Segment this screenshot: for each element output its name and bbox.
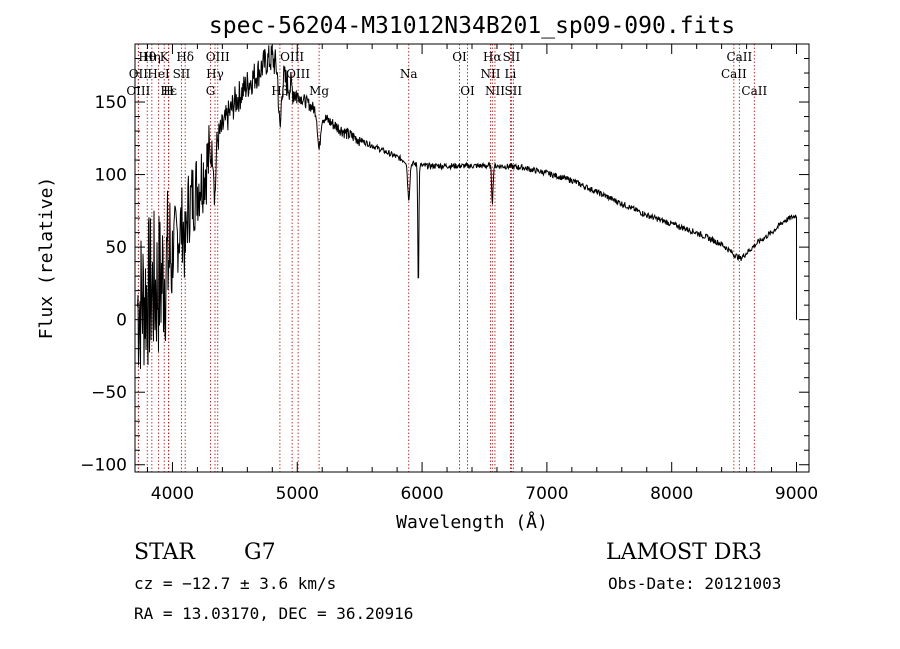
spectral-line-label: Li [505, 67, 517, 81]
emission-lines-layer [137, 44, 755, 472]
star-class: STAR [134, 540, 195, 565]
spectral-line-label: NII [480, 67, 500, 81]
x-axis-label: Wavelength (Å) [396, 511, 548, 533]
plot-frame [134, 43, 810, 473]
x-tick-label: 4000 [151, 484, 194, 504]
obs-date: Obs-Date: 20121003 [608, 574, 782, 593]
x-tick-label: 8000 [650, 484, 693, 504]
spectral-line-label: OI [460, 84, 475, 98]
spectral-line-label: SII [173, 67, 191, 81]
spectral-line-label: Hη [143, 50, 161, 64]
spectral-line-label: CaII [721, 67, 747, 81]
spectral-line-label: NII [485, 84, 505, 98]
spectral-line-label: Hε [160, 84, 177, 98]
y-tick-label: 0 [116, 311, 127, 331]
y-tick-label: −50 [91, 383, 127, 403]
spectral-line-label: Hθ [138, 50, 156, 64]
spectral-line-label: SII [503, 50, 521, 64]
spectral-line-label: Hα [483, 50, 502, 64]
spectral-line-label: Na [400, 67, 418, 81]
spectral-line-label: CaII [741, 84, 767, 98]
spectral-line-label: OII [129, 67, 149, 81]
spectral-line-label: OIII [126, 84, 150, 98]
spectral-line-label: OIII [280, 50, 304, 64]
y-axis-label: Flux (relative) [36, 177, 57, 340]
x-tick-label: 5000 [276, 484, 319, 504]
spectral-line-label: Hγ [206, 67, 224, 81]
chart-title: spec-56204-M31012N34B201_sp09-090.fits [209, 13, 735, 39]
spectral-line-label: OIII [286, 67, 310, 81]
spectral-line-label: Mg [309, 84, 329, 98]
redshift-cz: cz = −12.7 ± 3.6 km/s [134, 574, 337, 593]
spectral-line-label: HeI [147, 67, 170, 81]
y-tick-label: 50 [105, 238, 127, 258]
y-tick-label: 150 [95, 93, 127, 113]
spectrum-line [137, 45, 797, 369]
x-tick-label: 7000 [525, 484, 568, 504]
x-tick-label: 6000 [400, 484, 443, 504]
spectral-line-label: Hδ [176, 50, 194, 64]
spectral-line-label: H [163, 84, 173, 98]
spectral-line-label: Hβ [271, 84, 288, 98]
spectral-line-label: SII [504, 84, 522, 98]
survey-name: LAMOST DR3 [606, 540, 762, 565]
y-tick-label: 100 [95, 166, 127, 186]
axes: 4000 5000 6000 7000 8000 9000 −100 −50 0 50 100 150 [80, 44, 818, 504]
coordinates: RA = 13.03170, DEC = 36.20916 [134, 604, 414, 623]
spectral-line-label: K [160, 50, 170, 64]
y-tick-label: −100 [80, 456, 127, 476]
spectral-line-label: OIII [206, 50, 230, 64]
spectral-line-label: G [206, 84, 216, 98]
spectral-line-label: CaII [726, 50, 752, 64]
x-tick-label: 9000 [775, 484, 818, 504]
star-subclass: G7 [244, 540, 276, 565]
spectral-line-label: OI [452, 50, 467, 64]
